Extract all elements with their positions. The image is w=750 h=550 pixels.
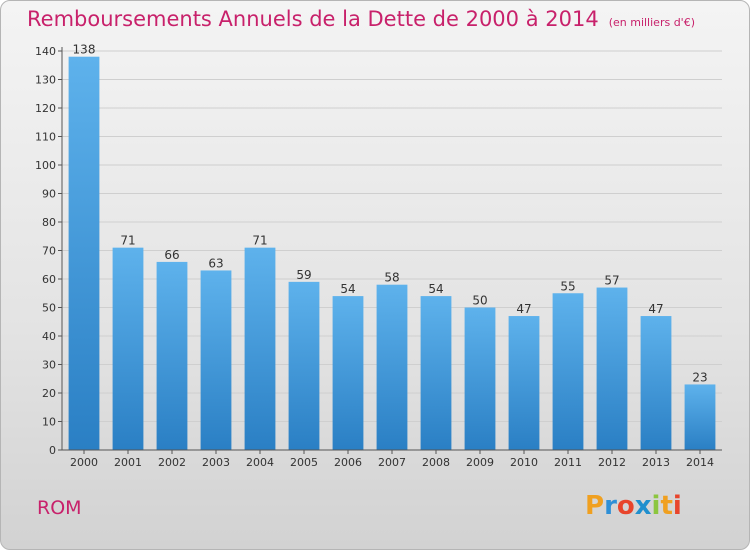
data-label: 50 (472, 294, 487, 308)
data-label: 138 (73, 43, 96, 57)
data-label: 71 (120, 234, 135, 248)
bar (464, 307, 496, 450)
bar (156, 261, 188, 450)
data-label: 66 (164, 248, 179, 262)
bars (68, 56, 716, 450)
y-tick-label: 120 (35, 102, 56, 115)
x-tick-label: 2004 (246, 456, 274, 469)
data-label: 63 (208, 256, 223, 270)
x-tick-label: 2013 (642, 456, 670, 469)
x-tick-label: 2011 (554, 456, 582, 469)
data-label: 54 (340, 282, 355, 296)
y-tick-label: 80 (42, 216, 56, 229)
y-tick-label: 110 (35, 131, 56, 144)
data-label: 55 (560, 279, 575, 293)
bar (684, 384, 716, 450)
data-label: 23 (692, 370, 707, 384)
bar (68, 56, 100, 450)
x-tick-label: 2007 (378, 456, 406, 469)
y-tick-label: 20 (42, 387, 56, 400)
data-label: 58 (384, 271, 399, 285)
logo-letter: o (616, 491, 635, 521)
chart-title: Remboursements Annuels de la Dette de 20… (27, 7, 695, 31)
data-label: 71 (252, 234, 267, 248)
commune-name: ROM (37, 497, 82, 519)
y-tick-label: 60 (42, 273, 56, 286)
y-tick-label: 30 (42, 359, 56, 372)
y-tick-labels: 0 10 20 30 40 50 60 70 80 90 100 110 120 130 140 (35, 45, 56, 457)
logo-letter: x (634, 491, 652, 521)
bar (508, 316, 540, 450)
chart-unit-label: (en milliers d'€) (608, 16, 695, 29)
y-tick-label: 50 (42, 302, 56, 315)
x-tick-label: 2000 (70, 456, 98, 469)
bar (288, 281, 320, 450)
x-tick-label: 2009 (466, 456, 494, 469)
y-tick-label: 0 (49, 444, 56, 457)
logo-letter: i (651, 491, 661, 521)
data-labels: 138 71 66 63 71 59 54 58 54 50 47 55 57 47 23 (73, 43, 708, 385)
bar (420, 296, 452, 450)
bar (596, 287, 628, 450)
chart-title-text: Remboursements Annuels de la Dette de 20… (27, 7, 599, 31)
bar (200, 270, 232, 450)
y-tick-label: 10 (42, 416, 56, 429)
bar (244, 247, 276, 450)
x-tick-label: 2008 (422, 456, 450, 469)
data-label: 54 (428, 282, 443, 296)
bar (376, 284, 408, 450)
x-tick-label: 2006 (334, 456, 362, 469)
y-tick-label: 90 (42, 188, 56, 201)
data-label: 47 (516, 302, 531, 316)
bar (332, 296, 364, 450)
bar (552, 293, 584, 450)
x-tick-label: 2014 (686, 456, 714, 469)
x-tick-label: 2002 (158, 456, 186, 469)
x-tick-labels: 2000 2001 2002 2003 2004 2005 2006 2007 2008 2009… (70, 450, 714, 469)
logo-letter: t (660, 491, 673, 521)
logo-letter: i (672, 491, 682, 521)
x-tick-label: 2010 (510, 456, 538, 469)
y-tick-label: 140 (35, 45, 56, 58)
y-tick-label: 70 (42, 245, 56, 258)
x-tick-label: 2003 (202, 456, 230, 469)
x-tick-label: 2012 (598, 456, 626, 469)
proxiti-logo: Proxiti (585, 491, 682, 521)
logo-letter: r (604, 491, 617, 521)
y-tick-label: 100 (35, 159, 56, 172)
data-label: 57 (604, 274, 619, 288)
x-tick-label: 2005 (290, 456, 318, 469)
bar (112, 247, 144, 450)
y-tick-label: 40 (42, 330, 56, 343)
bar (640, 316, 672, 450)
data-label: 59 (296, 268, 311, 282)
x-tick-label: 2001 (114, 456, 142, 469)
logo-letter: P (585, 491, 605, 521)
y-tick-label: 130 (35, 74, 56, 87)
data-label: 47 (648, 302, 663, 316)
